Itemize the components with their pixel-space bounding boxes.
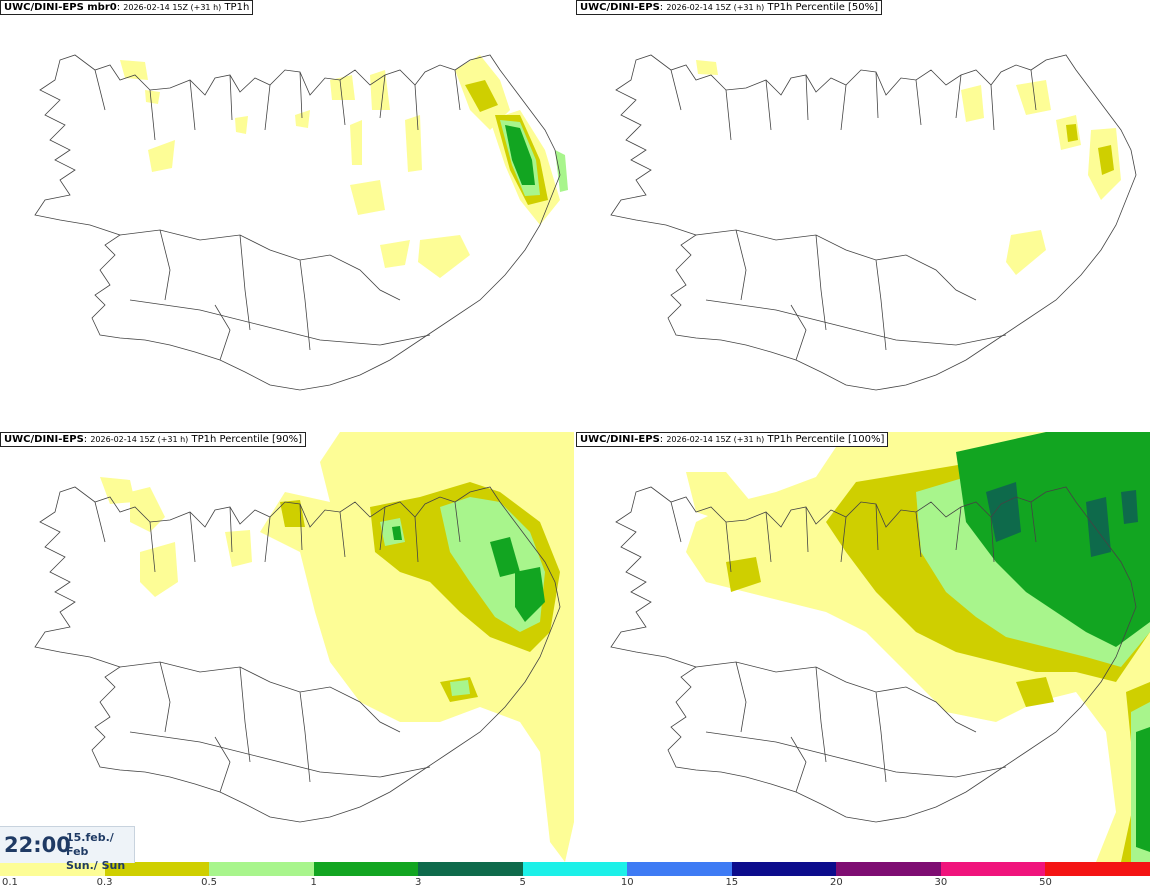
colorbar-segment [418,862,523,876]
colorbar-tick-label: 50 [1039,877,1052,888]
precipitation-map [610,432,1150,862]
colorbar-tick-label: 0.1 [2,877,18,888]
colorbar-tick-label: 5 [519,877,526,888]
valid-date: 15.feb./ Feb Sun./ Sun [66,831,134,873]
precipitation-map [34,432,574,862]
colorbar-tick-label: 20 [829,877,843,888]
colorbar-segment [731,862,837,876]
colorbar-segment [522,862,628,876]
colorbar-segment [0,862,105,876]
colorbar-tick-labels: 0.1 0.3 0.5 1 3 5 10 15 20 30 50 [0,877,1150,891]
precipitation-map [34,54,568,391]
colorbar-segment [1045,862,1150,876]
colorbar-tick-label: 10 [620,877,634,888]
valid-date-day: 15.feb./ Feb [66,831,114,858]
colorbar-tick-label: 15 [725,877,739,888]
colorbar-segment [940,862,1046,876]
precipitation-map [610,54,1137,391]
map-panel-percentile-90: UWC/DINI-EPS: 2026-02-14 15Z (+31 h) TP1… [0,432,574,862]
precip-yellow [696,60,1121,275]
valid-time: 22:00 [4,833,71,857]
colorbar-tick-label: 0.3 [96,877,113,888]
precip-darkgreen [986,482,1138,557]
map-panel-member0: UWC/DINI-EPS mbr0: 2026-02-14 15Z (+31 h… [0,0,574,430]
panel-divider [574,0,576,862]
precip-olive [1066,124,1114,175]
colorbar-segment [627,862,732,876]
colorbar-tick-label: 0.5 [201,877,218,888]
valid-time-box: 22:00 15.feb./ Feb Sun./ Sun [0,826,135,872]
precip-green [505,125,535,185]
colorbar-segment [836,862,941,876]
panel-caption: UWC/DINI-EPS mbr0: 2026-02-14 15Z (+31 h… [0,0,254,15]
precip-green [392,526,545,622]
panel-caption: UWC/DINI-EPS: 2026-02-14 15Z (+31 h) TP1… [0,432,307,447]
valid-weekday: Sun./ Sun [66,859,126,872]
colorbar-segment [104,862,210,876]
colorbar-tick-label: 30 [934,877,948,888]
map-panel-percentile-50: UWC/DINI-EPS: 2026-02-14 15Z (+31 h) TP1… [576,0,1150,430]
precipitation-colorbar [0,862,1150,876]
precip-green [956,432,1150,852]
colorbar-segment [209,862,314,876]
panel-caption: UWC/DINI-EPS: 2026-02-14 15Z (+31 h) TP1… [576,432,889,447]
colorbar-tick-label: 1 [310,877,317,888]
panel-caption: UWC/DINI-EPS: 2026-02-14 15Z (+31 h) TP1… [576,0,883,15]
colorbar-segment [313,862,419,876]
map-panel-percentile-100: UWC/DINI-EPS: 2026-02-14 15Z (+31 h) TP1… [576,432,1150,862]
precip-yellow [120,55,560,278]
colorbar-tick-label: 3 [414,877,422,888]
